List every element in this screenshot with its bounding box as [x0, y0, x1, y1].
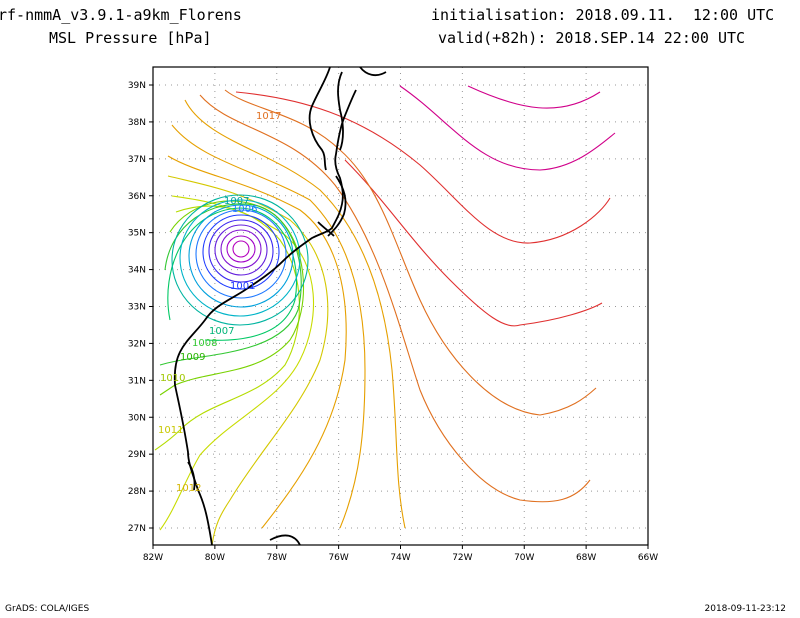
- initialisation-line: initialisation: 2018.09.11. 12:00 UTC: [431, 6, 775, 24]
- isobar-orange-3: [167, 155, 347, 529]
- lat-tick-label: 38N: [128, 118, 146, 128]
- isobar-green-2: [159, 203, 302, 366]
- contour-label: 1007: [224, 196, 249, 207]
- map-grid: [153, 67, 648, 545]
- chesapeake-east: [337, 71, 344, 151]
- isobar-darkorange-2: [199, 94, 591, 503]
- isobar-teal-1: [171, 194, 309, 326]
- lat-tick-label: 32N: [128, 339, 146, 349]
- contour-label: 1010: [160, 373, 185, 384]
- isobar-violet-2: [220, 229, 262, 269]
- isobar-blue-3: [208, 219, 274, 283]
- lat-tick-label: 27N: [128, 524, 146, 534]
- valid-time-line: valid(+82h): 2018.SEP.14 22:00 UTC: [438, 29, 746, 47]
- lat-tick-label: 35N: [128, 229, 146, 239]
- contour-label: 1008: [192, 338, 217, 349]
- isobar-orange-2: [171, 124, 366, 529]
- contour-label: 1007: [209, 326, 234, 337]
- isobar-red-1: [235, 91, 611, 244]
- isobar-darkorange-1: [224, 89, 597, 416]
- lat-tick-label: 37N: [128, 155, 146, 165]
- lat-tick-label: 34N: [128, 266, 146, 276]
- isobar-blue-1: [195, 209, 287, 299]
- lon-tick-label: 72W: [452, 553, 472, 563]
- model-title: rf-nmmA_v3.9.1-a9km_Florens: [0, 6, 242, 24]
- island-1: [187, 461, 196, 491]
- lat-tick-label: 39N: [128, 81, 146, 91]
- isobar-teal-3: [188, 204, 294, 308]
- isobar-magenta-1: [467, 85, 601, 109]
- east-coast: [173, 89, 357, 545]
- lat-tick-label: 28N: [128, 487, 146, 497]
- isobar-purple-2: [232, 240, 250, 258]
- lon-tick-label: 74W: [390, 553, 410, 563]
- coastline: [173, 67, 387, 545]
- outer-banks: [327, 175, 347, 237]
- lat-tick-label: 29N: [128, 450, 146, 460]
- lon-tick-label: 82W: [143, 553, 163, 563]
- lat-tick-label: 31N: [128, 376, 146, 386]
- delmarva: [359, 67, 387, 77]
- contour-label: 1012: [176, 483, 201, 494]
- lon-tick-label: 78W: [267, 553, 287, 563]
- lon-tick-label: 70W: [514, 553, 534, 563]
- isobar-red-2: [344, 159, 603, 327]
- contour-label: 1017: [256, 111, 281, 122]
- isobar-violet-1: [214, 224, 268, 276]
- isobar-purple-1: [226, 235, 256, 263]
- lat-tick-label: 30N: [128, 413, 146, 423]
- lat-tick-label: 33N: [128, 303, 146, 313]
- lon-tick-label: 66W: [638, 553, 658, 563]
- isobar-blue-2: [202, 214, 280, 290]
- isobar-green-3: [167, 207, 298, 341]
- latitude-axis: 27N 28N 29N 30N 31N 32N 33N 34N 35N 36N 37N 38N 39N: [128, 81, 153, 534]
- lon-tick-label: 80W: [205, 553, 225, 563]
- contour-labels: 1017 1007 1006 1001 1007 1008 1009 1010 …: [158, 111, 281, 494]
- contour-label: 1011: [158, 425, 183, 436]
- grads-credit: GrADS: COLA/IGES: [5, 604, 90, 614]
- isobar-magenta-2: [399, 85, 616, 171]
- isobars: [154, 85, 616, 545]
- lat-tick-label: 36N: [128, 192, 146, 202]
- contour-label: 1006: [232, 204, 257, 215]
- isobar-orange-1: [184, 99, 406, 529]
- isobar-yellow-3: [154, 205, 300, 451]
- contour-label: 1001: [230, 281, 255, 292]
- timestamp: 2018-09-11-23:12: [704, 604, 787, 614]
- lon-tick-label: 76W: [328, 553, 348, 563]
- isobar-yellow-2: [159, 195, 314, 531]
- field-title: MSL Pressure [hPa]: [49, 29, 212, 47]
- contour-label: 1009: [180, 352, 205, 363]
- chesapeake-west: [308, 67, 331, 171]
- isobar-yellow-1: [167, 175, 329, 545]
- longitude-axis: 82W 80W 78W 76W 74W 72W 70W 68W 66W: [143, 545, 658, 563]
- lon-tick-label: 68W: [576, 553, 596, 563]
- pamlico: [317, 221, 335, 237]
- isobar-teal-2: [179, 199, 301, 317]
- bahamas: [269, 534, 301, 545]
